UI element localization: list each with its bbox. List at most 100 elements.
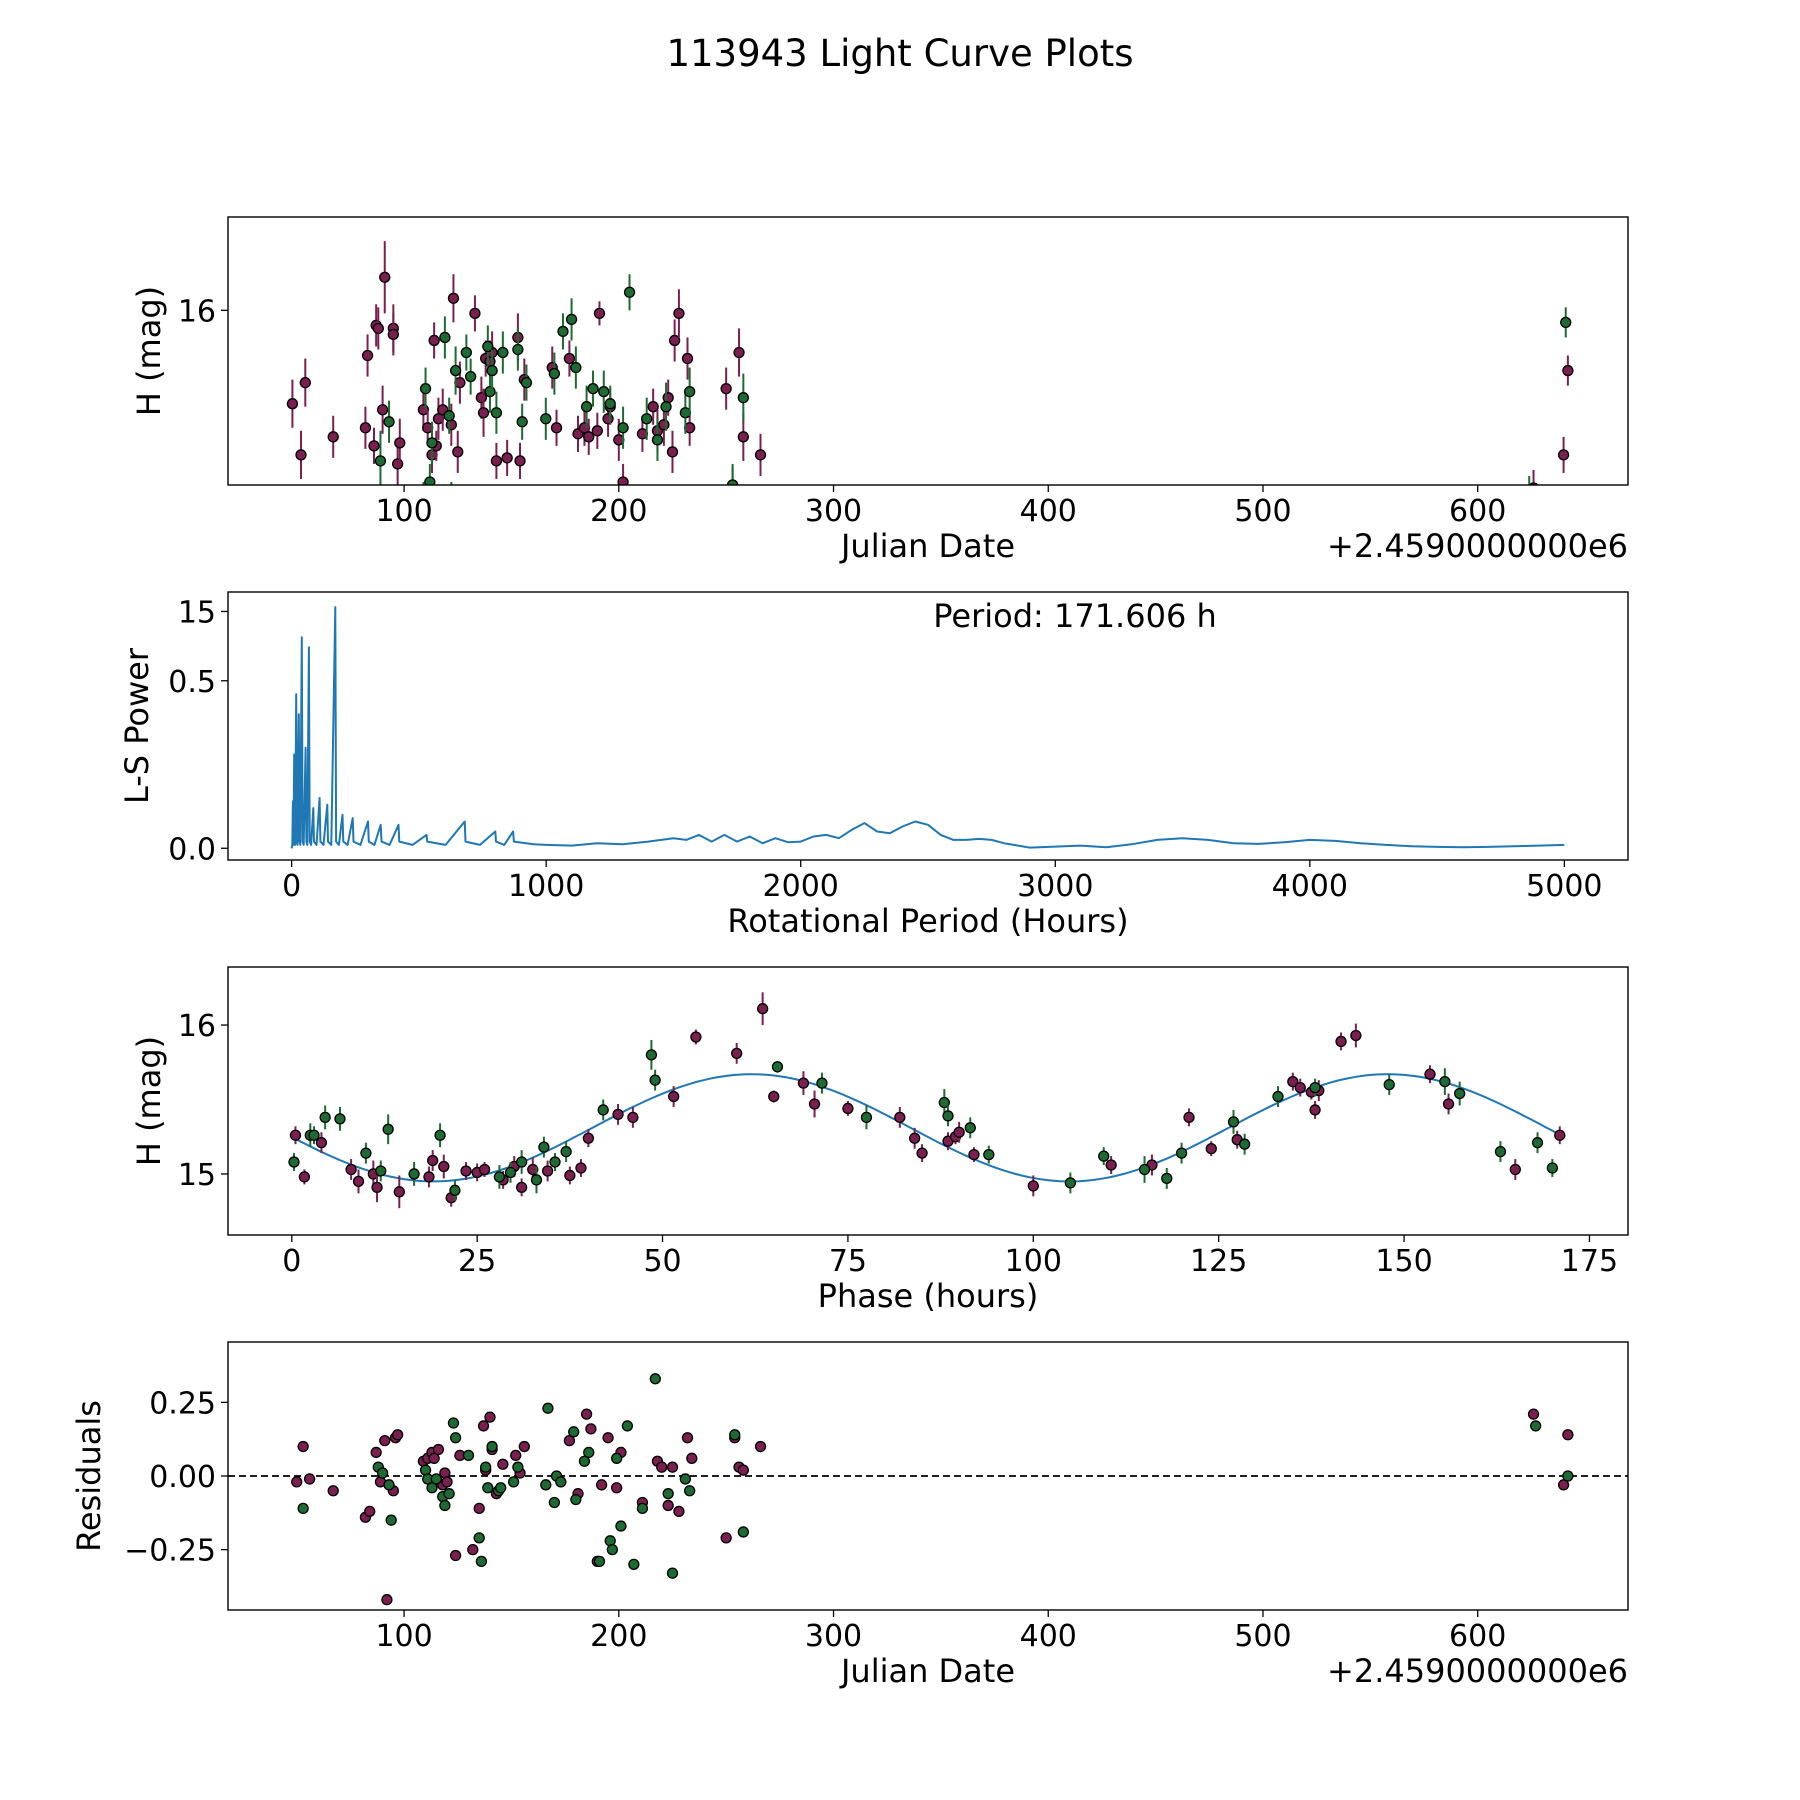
data-point (446, 498, 456, 508)
data-point (1524, 486, 1534, 496)
data-point (563, 1435, 576, 1447)
data-point (595, 1479, 608, 1491)
data-point (668, 1090, 680, 1103)
data-point (660, 401, 672, 413)
data-point (1309, 1081, 1321, 1094)
data-point (364, 1505, 376, 1517)
data-point (662, 1488, 674, 1500)
plot-area: 100 200 300 400 500 600 15 16 Julian Date H (mag)… (130, 216, 1629, 630)
data-point (604, 398, 616, 410)
data-point (1294, 1081, 1306, 1094)
y-tick-label: 0.0 (168, 832, 216, 867)
data-point (376, 404, 389, 416)
x-tick-label: 100 (375, 494, 432, 529)
data-point (473, 1502, 485, 1515)
data-point (434, 1129, 446, 1141)
data-point (560, 1145, 572, 1158)
data-point (486, 364, 498, 377)
data-point (1442, 1098, 1455, 1110)
data-point (497, 1458, 509, 1470)
x-tick-label: 5000 (1526, 869, 1602, 904)
y-tick-label: −0.25 (124, 1534, 216, 1569)
data-point (428, 1452, 440, 1464)
data-point (964, 1122, 976, 1134)
data-point (557, 325, 569, 338)
data-point (611, 1452, 623, 1464)
data-point (580, 401, 593, 413)
data-point (582, 1132, 595, 1144)
data-point (565, 313, 578, 326)
data-point (469, 307, 481, 320)
data-point (816, 1077, 828, 1089)
data-point (585, 1423, 597, 1435)
data-point (515, 1156, 528, 1168)
data-point (288, 1156, 300, 1168)
data-point (909, 1132, 921, 1144)
data-point (382, 1123, 394, 1135)
data-point (860, 1111, 873, 1124)
fit-curve (294, 1073, 1558, 1183)
data-point (424, 476, 436, 485)
x-tick-label: 500 (1234, 494, 1291, 529)
x-tick-label: 4000 (1272, 869, 1348, 904)
data-point (591, 425, 603, 437)
data-point (612, 1108, 624, 1121)
data-point (662, 1499, 674, 1512)
data-point (737, 431, 749, 443)
periodogram-panel: Period: 171.606 h 0 1000 2000 3000 4000 5000 0.… (118, 591, 1629, 940)
x-tick-label: 0 (282, 869, 301, 904)
data-point (942, 1110, 954, 1122)
data-point (514, 455, 526, 467)
data-point (391, 458, 404, 470)
data-point (1546, 1162, 1559, 1174)
data-point (549, 1156, 561, 1168)
x-tick-label: 50 (643, 1244, 681, 1279)
data-point (439, 1499, 451, 1512)
data-point (617, 422, 629, 434)
x-axis-label: Julian Date (839, 1652, 1015, 1690)
data-point (445, 419, 457, 431)
data-point (737, 1464, 749, 1476)
x-axis-label: Rotational Period (Hours) (727, 902, 1128, 940)
data-point (427, 1154, 439, 1167)
x-tick-label: 0 (282, 1244, 301, 1279)
phased-light-curve-panel: 0 25 50 75 100 125 150 175 15 16 Phase (hours) H (m… (130, 966, 1629, 1315)
periodogram-line (290, 606, 1565, 849)
data-point (486, 1440, 498, 1453)
data-point (426, 1482, 438, 1494)
data-point (754, 1440, 767, 1453)
data-point (510, 1449, 522, 1462)
y-tick-label: 16 (178, 294, 216, 329)
data-point (564, 1169, 576, 1182)
data-point (432, 1443, 445, 1456)
figure-title: 113943 Light Curve Plots (666, 32, 1133, 75)
data-point (308, 1129, 320, 1141)
data-point (327, 1485, 339, 1497)
data-point (495, 1482, 507, 1494)
data-point (334, 1113, 346, 1125)
data-point (327, 431, 339, 443)
data-point (720, 382, 732, 395)
data-point (636, 1502, 649, 1515)
data-point (611, 1482, 623, 1494)
data-point (729, 1429, 741, 1441)
data-point (460, 346, 472, 359)
data-point (1227, 1116, 1240, 1128)
axes-frame (227, 216, 1629, 486)
data-point (540, 1479, 552, 1491)
data-point (299, 376, 311, 389)
data-point (478, 1163, 491, 1176)
x-tick-label: 300 (805, 494, 862, 529)
data-point (1454, 1087, 1466, 1100)
data-point (507, 1476, 520, 1488)
data-point (379, 1435, 391, 1447)
data-point (894, 1111, 906, 1124)
data-point (1272, 1090, 1284, 1103)
data-point (298, 564, 308, 574)
data-point (298, 1171, 311, 1183)
data-point (297, 1502, 309, 1515)
data-point (684, 1485, 696, 1497)
data-point (352, 1175, 365, 1188)
data-point (286, 398, 299, 410)
data-point (1557, 449, 1570, 461)
